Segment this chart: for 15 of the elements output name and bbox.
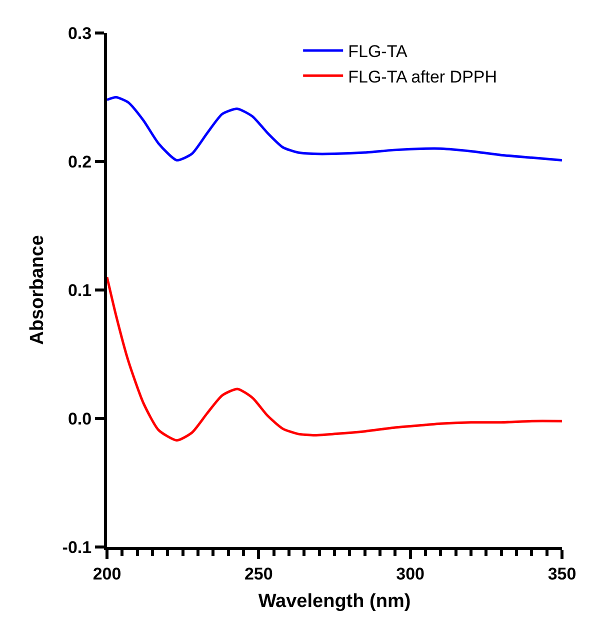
y-axis-title: Absorbance <box>27 235 48 345</box>
y-tick-label: 0.3 <box>68 24 92 43</box>
legend-label: FLG-TA <box>348 42 408 62</box>
x-tick-label: 350 <box>548 564 576 584</box>
legend-label: FLG-TA after DPPH <box>348 67 498 86</box>
line-series <box>107 276 562 442</box>
y-tick-label: 0.0 <box>68 409 92 428</box>
x-tick-label: 200 <box>92 564 122 584</box>
y-tick-label: -0.1 <box>62 538 92 557</box>
x-tick-label: 300 <box>396 564 425 584</box>
y-tick-label: 0.2 <box>68 152 92 172</box>
x-tick-label: 250 <box>244 564 273 584</box>
y-tick-label: 0.1 <box>68 280 92 300</box>
line-series <box>107 96 562 162</box>
x-axis-title: Wavelength (nm) <box>258 591 411 612</box>
